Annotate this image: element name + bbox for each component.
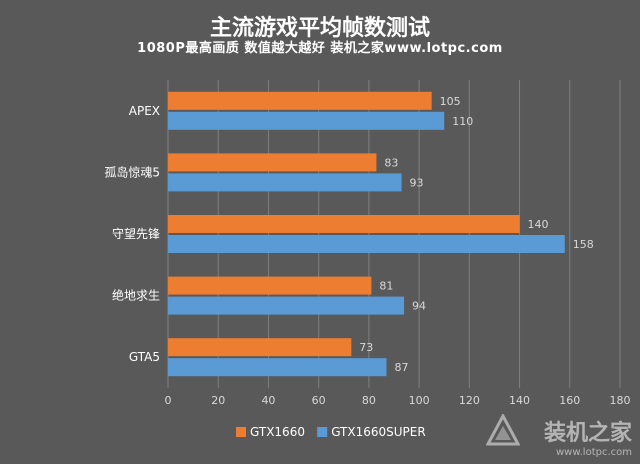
- bar-gtx1660: [168, 215, 520, 233]
- legend-label: GTX1660SUPER: [331, 425, 426, 439]
- bar-gtx1660: [168, 153, 377, 172]
- x-tick-label: 180: [610, 394, 631, 407]
- category-label: 绝地求生: [112, 288, 160, 303]
- legend-swatch: [317, 427, 328, 437]
- chart-subtitle: 1080P最高画质 数值越大越好 装机之家www.lotpc.com: [137, 41, 503, 56]
- bar-gtx1660super: [168, 296, 405, 315]
- data-label: 110: [452, 115, 473, 128]
- data-label: 158: [573, 238, 594, 251]
- data-label: 94: [412, 300, 426, 313]
- data-label: 81: [379, 280, 393, 293]
- category-label: 守望先锋: [112, 227, 160, 241]
- category-label: GTA5: [129, 350, 160, 364]
- category-label: APEX: [129, 104, 160, 118]
- bar-gtx1660super: [168, 173, 402, 192]
- data-label: 105: [440, 95, 461, 108]
- bar-gtx1660: [168, 91, 432, 110]
- x-tick-label: 0: [165, 394, 172, 407]
- bar-gtx1660: [168, 276, 372, 295]
- x-tick-label: 40: [261, 394, 275, 407]
- data-label: 93: [410, 176, 424, 189]
- bar-gtx1660super: [168, 235, 565, 253]
- data-label: 83: [384, 156, 398, 169]
- data-label: 140: [528, 218, 549, 231]
- watermark-logo-icon: [485, 412, 521, 452]
- legend-swatch: [236, 427, 246, 437]
- data-label: 87: [394, 361, 408, 374]
- x-tick-label: 120: [459, 394, 480, 407]
- x-tick-label: 160: [559, 394, 580, 407]
- bar-gtx1660super: [168, 111, 445, 130]
- x-tick-label: 100: [409, 394, 430, 407]
- data-label: 73: [359, 341, 373, 354]
- x-tick-label: 60: [312, 394, 326, 407]
- x-tick-label: 80: [362, 394, 376, 407]
- category-label: 孤岛惊魂5: [104, 164, 160, 179]
- legend-label: GTX1660: [250, 425, 305, 439]
- x-tick-label: 140: [509, 394, 530, 407]
- bar-gtx1660: [168, 338, 352, 357]
- x-tick-label: 20: [211, 394, 225, 407]
- bar-gtx1660super: [168, 358, 387, 377]
- chart-title: 主流游戏平均帧数测试: [209, 16, 430, 41]
